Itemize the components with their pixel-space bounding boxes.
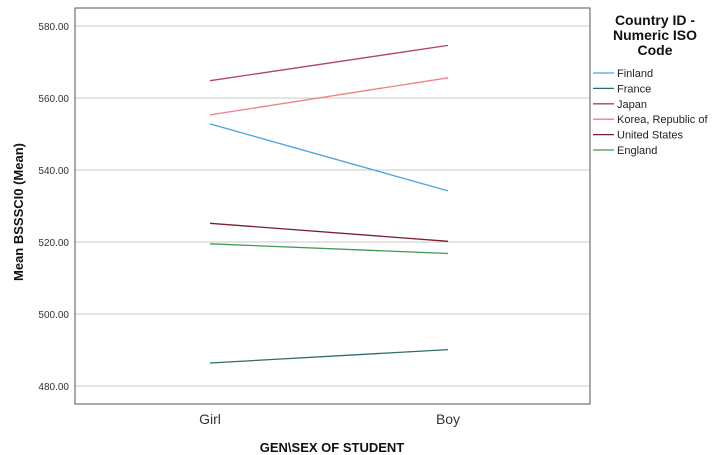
- legend-item: United States: [593, 130, 684, 142]
- series-line-japan: [209, 44, 449, 82]
- plot-frame: [74, 7, 591, 405]
- legend-title-line: Country ID -: [615, 12, 695, 28]
- x-axis-label: GEN\SEX OF STUDENT: [260, 440, 405, 455]
- y-tick-label: 520.00: [38, 238, 69, 249]
- x-tick-label: Boy: [436, 411, 460, 427]
- legend-label: Finland: [617, 68, 653, 80]
- legend-item: Finland: [593, 68, 653, 80]
- series-line-united-states: [209, 222, 449, 242]
- x-tick-label: Girl: [199, 411, 221, 427]
- y-tick-label: 540.00: [38, 166, 69, 177]
- y-axis-ticks: 480.00 500.00 520.00 540.00 560.00 580.00: [38, 22, 69, 393]
- legend-title-line: Code: [638, 42, 673, 58]
- series-line-england: [209, 243, 449, 255]
- legend-label: Korea, Republic of: [617, 114, 708, 126]
- series-lines: [209, 44, 449, 364]
- legend-label: Japan: [617, 99, 647, 111]
- series-line-finland: [209, 123, 449, 192]
- y-axis-label: Mean BSSSCI0 (Mean): [11, 143, 26, 281]
- y-tick-label: 500.00: [38, 310, 69, 321]
- legend-item: Japan: [593, 99, 647, 111]
- gridlines: [75, 25, 590, 387]
- legend-item: France: [593, 83, 651, 95]
- legend-label: United States: [617, 130, 684, 142]
- legend-item: Korea, Republic of: [593, 114, 708, 126]
- series-line-france: [209, 348, 449, 364]
- y-tick-label: 480.00: [38, 382, 69, 393]
- legend-items: Finland France Japan Korea, Republic of Unit…: [593, 68, 708, 157]
- x-axis-ticks: Girl Boy: [199, 411, 460, 427]
- series-line-korea-republic-of: [209, 77, 449, 116]
- y-tick-label: 580.00: [38, 22, 69, 33]
- legend-title-line: Numeric ISO: [613, 27, 697, 43]
- y-tick-label: 560.00: [38, 94, 69, 105]
- legend-label: England: [617, 145, 657, 157]
- legend-label: France: [617, 83, 651, 95]
- legend-item: England: [593, 145, 657, 157]
